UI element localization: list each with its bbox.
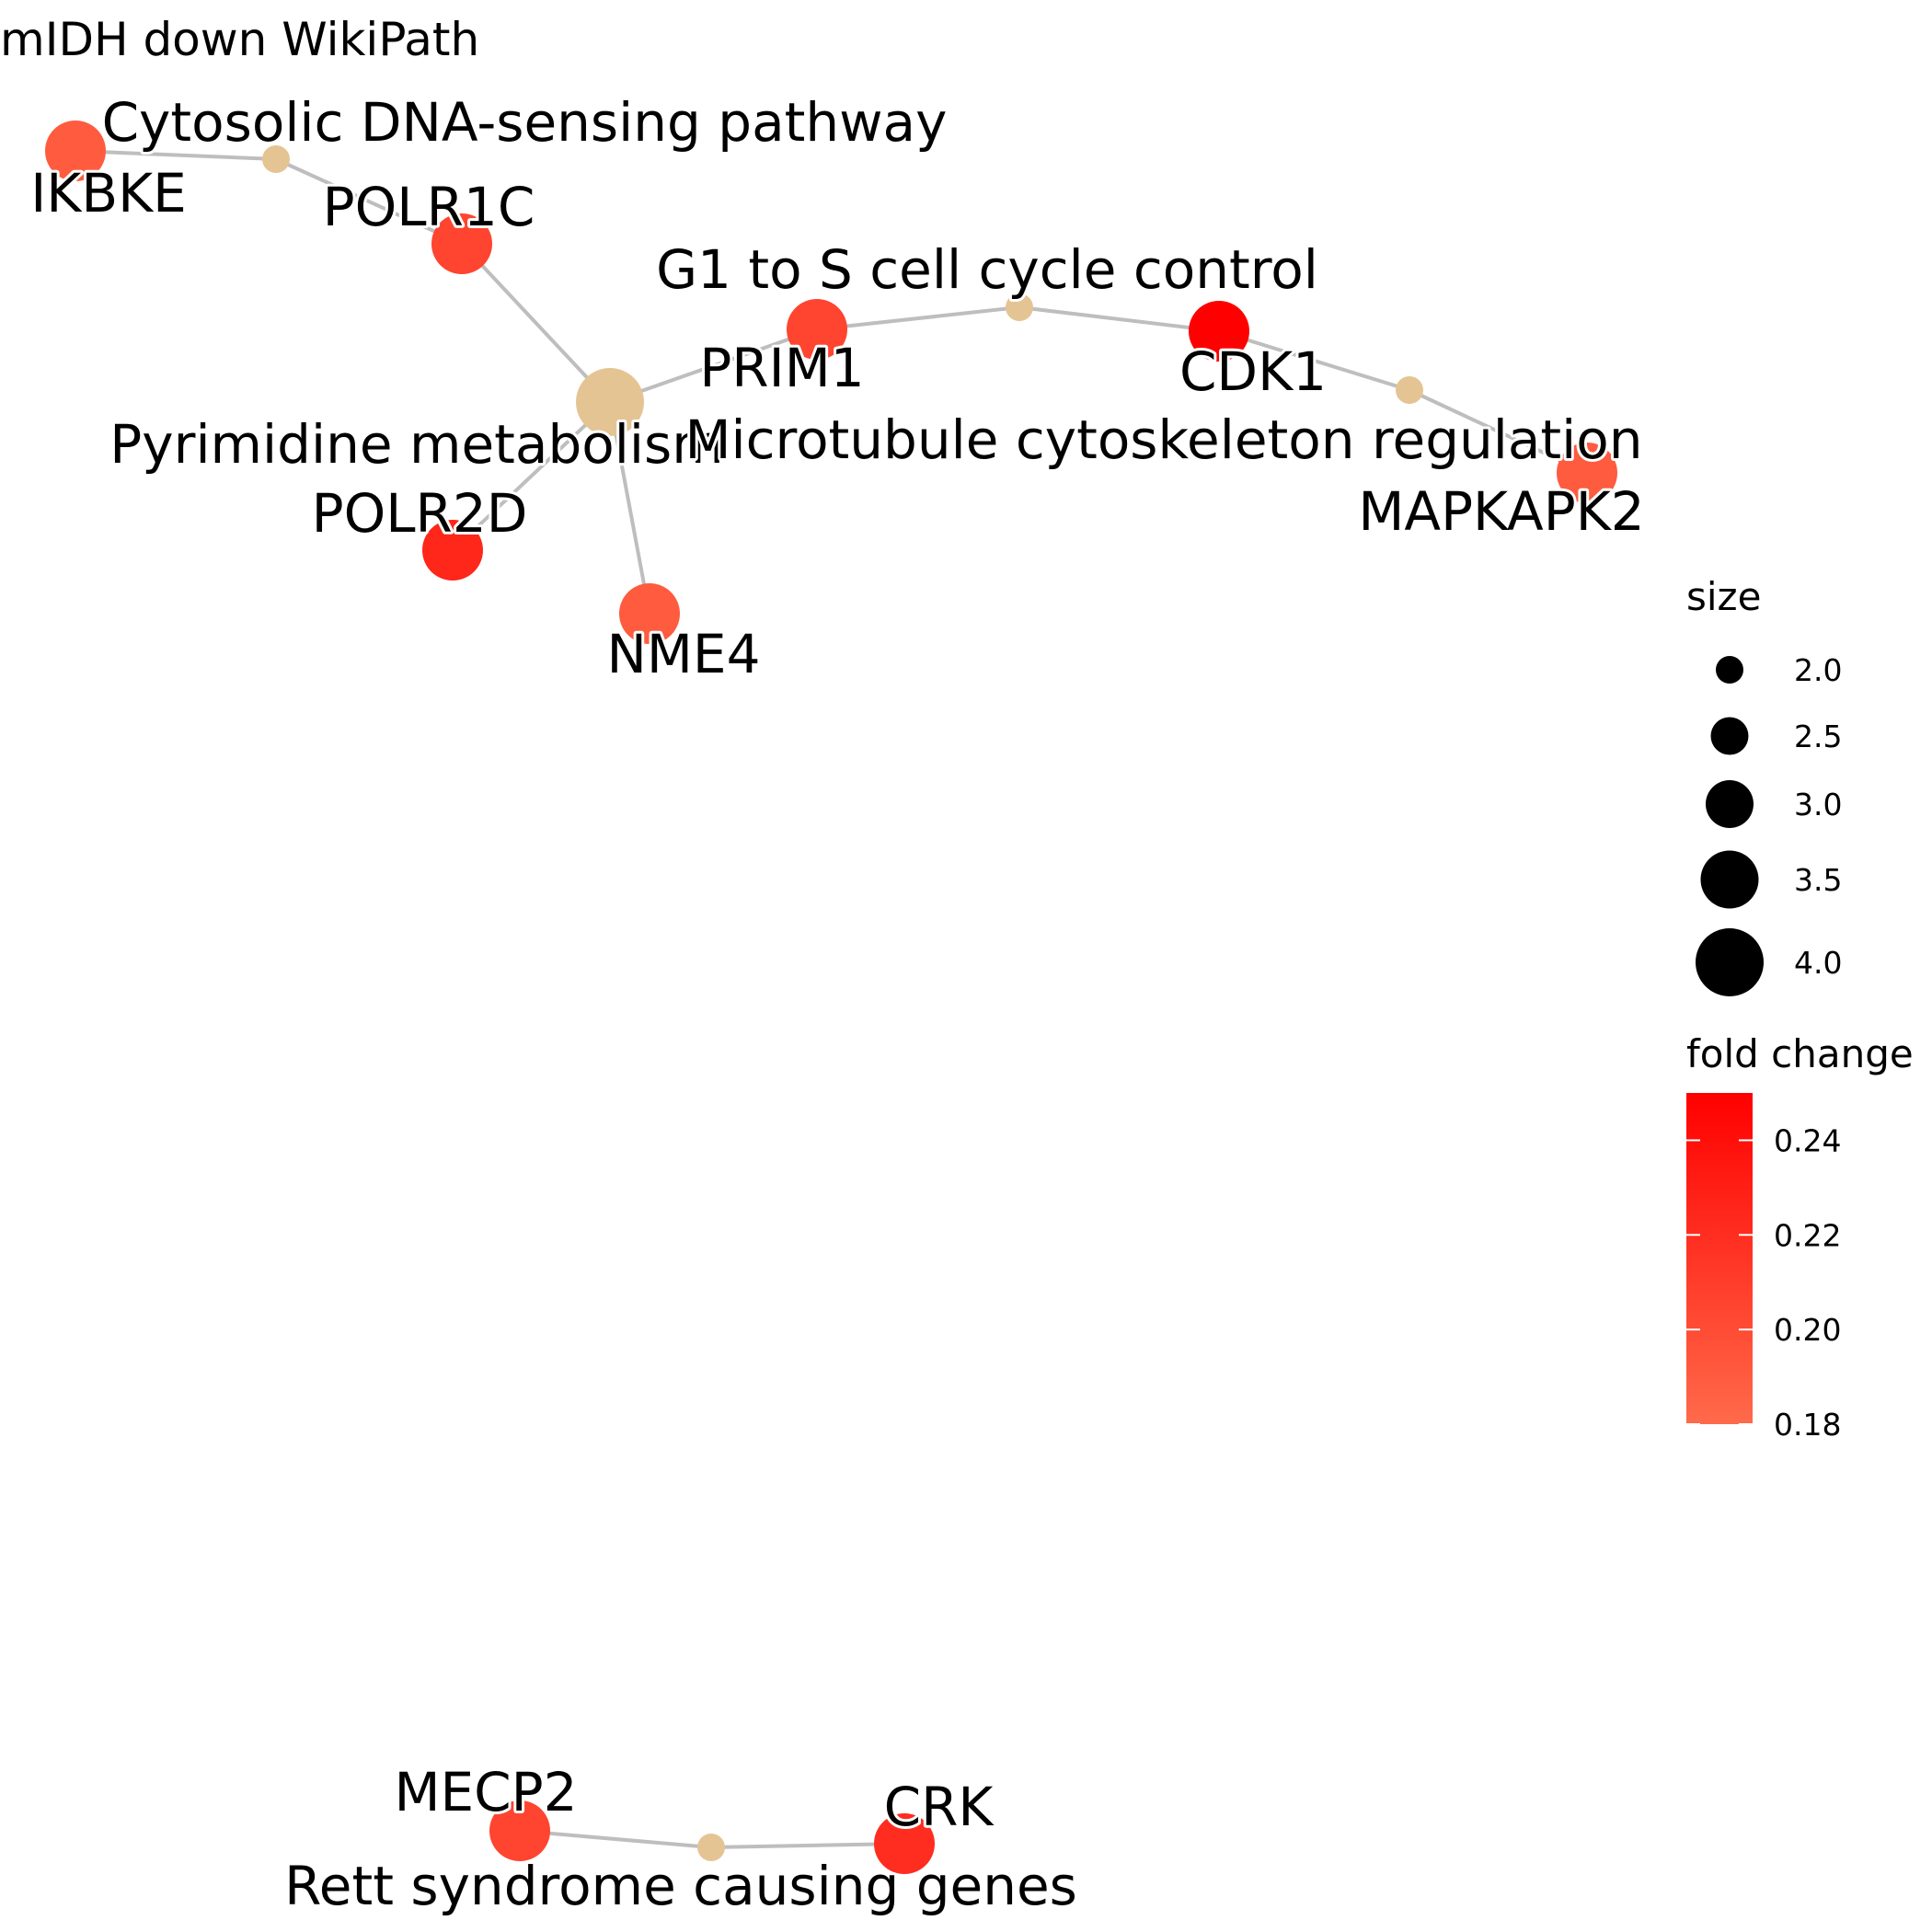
gene-node-crk bbox=[874, 1813, 935, 1874]
pathway-label-rett: Rett syndrome causing genes bbox=[284, 1855, 1077, 1917]
size-legend-dot-2-5 bbox=[1710, 717, 1749, 755]
nodes-layer bbox=[45, 121, 1617, 1874]
edge-microtubule-mapkapk2 bbox=[1409, 388, 1588, 475]
gene-label-ikbke: IKBKE bbox=[30, 162, 187, 224]
size-legend-label-3-0: 3.0 bbox=[1794, 787, 1842, 822]
edge-mecp2-rett bbox=[519, 1829, 712, 1849]
plot-title: mIDH down WikiPath bbox=[0, 13, 479, 66]
gene-label-mecp2: MECP2 bbox=[394, 1761, 577, 1823]
gene-node-polr1c bbox=[431, 213, 492, 274]
edge-g1s-cdk1 bbox=[1018, 305, 1220, 333]
fold-change-tick-label: 0.18 bbox=[1774, 1407, 1841, 1443]
gene-label-nme4: NME4 bbox=[607, 623, 761, 685]
fold-change-legend-title: fold change bbox=[1686, 1031, 1914, 1076]
gene-label-crk: CRK bbox=[884, 1776, 995, 1838]
pathway-node-g1s bbox=[1006, 293, 1033, 321]
fold-change-tick-label: 0.24 bbox=[1774, 1122, 1841, 1158]
gene-node-mecp2 bbox=[489, 1800, 550, 1861]
pathway-node-cytosolic bbox=[262, 145, 290, 173]
size-legend-dot-4-0 bbox=[1696, 928, 1764, 996]
size-legend-label-3-5: 3.5 bbox=[1794, 862, 1842, 898]
edge-rett-crk bbox=[710, 1842, 905, 1849]
gene-node-cdk1 bbox=[1189, 301, 1249, 362]
edge-cdk1-microtubule bbox=[1218, 329, 1410, 392]
pathway-label-microtubule: Microtubule cytoskeleton regulation bbox=[684, 408, 1642, 471]
gene-label-prim1: PRIM1 bbox=[699, 337, 864, 399]
gene-node-prim1 bbox=[787, 299, 847, 360]
gene-label-polr1c: POLR1C bbox=[323, 176, 535, 238]
size-legend-label-4-0: 4.0 bbox=[1794, 945, 1842, 981]
fold-change-tick-label: 0.20 bbox=[1774, 1312, 1841, 1348]
edge-cytosolic-polr1c bbox=[275, 157, 463, 246]
color-legend-ticks: 0.24 0.22 0.20 0.18 bbox=[1686, 1122, 1841, 1443]
pathway-label-cytosolic: Cytosolic DNA-sensing pathway bbox=[102, 91, 948, 154]
edge-pyrimidine-prim1 bbox=[609, 328, 818, 404]
labels-layer: Cytosolic DNA-sensing pathway Pyrimidine … bbox=[28, 88, 1647, 1920]
pathway-label-g1s: G1 to S cell cycle control bbox=[656, 238, 1318, 301]
edge-pyrimidine-nme4 bbox=[608, 401, 651, 615]
size-legend-title: size bbox=[1686, 574, 1761, 619]
legend: size 2.02.53.03.54.0 fold change 0.240.2… bbox=[1686, 574, 1914, 1443]
gene-node-nme4 bbox=[619, 583, 680, 644]
gene-node-polr2d bbox=[422, 520, 483, 581]
edge-polr1c-pyrimidine bbox=[460, 242, 612, 404]
gene-label-polr2d: POLR2D bbox=[312, 482, 528, 545]
gene-label-cdk1: CDK1 bbox=[1179, 340, 1327, 403]
fold-change-colorbar bbox=[1686, 1093, 1753, 1424]
gene-node-mapkapk2 bbox=[1557, 443, 1617, 503]
edge-prim1-g1s bbox=[816, 305, 1020, 331]
edge-ikbke-cytosolic bbox=[75, 149, 277, 161]
gene-label-mapkapk2: MAPKAPK2 bbox=[1358, 480, 1644, 543]
fold-change-tick-label: 0.22 bbox=[1774, 1217, 1841, 1253]
size-legend-label-2-5: 2.5 bbox=[1794, 719, 1842, 754]
pathway-node-rett bbox=[697, 1834, 725, 1861]
size-legend-dot-3-0 bbox=[1706, 780, 1754, 828]
edges-layer bbox=[75, 149, 1588, 1849]
pathway-node-microtubule bbox=[1396, 376, 1423, 404]
size-legend-dot-2-0 bbox=[1716, 656, 1743, 684]
size-legend-items: 2.0 2.5 3.0 3.5 4.0 bbox=[1696, 652, 1842, 996]
size-legend-dot-3-5 bbox=[1700, 850, 1759, 909]
size-legend-label-2-0: 2.0 bbox=[1794, 652, 1842, 688]
gene-node-ikbke bbox=[45, 121, 106, 181]
pathway-node-pyrimidine bbox=[576, 368, 644, 436]
pathway-label-pyrimidine: Pyrimidine metabolism bbox=[109, 413, 723, 476]
edge-pyrimidine-polr2d bbox=[451, 400, 612, 552]
